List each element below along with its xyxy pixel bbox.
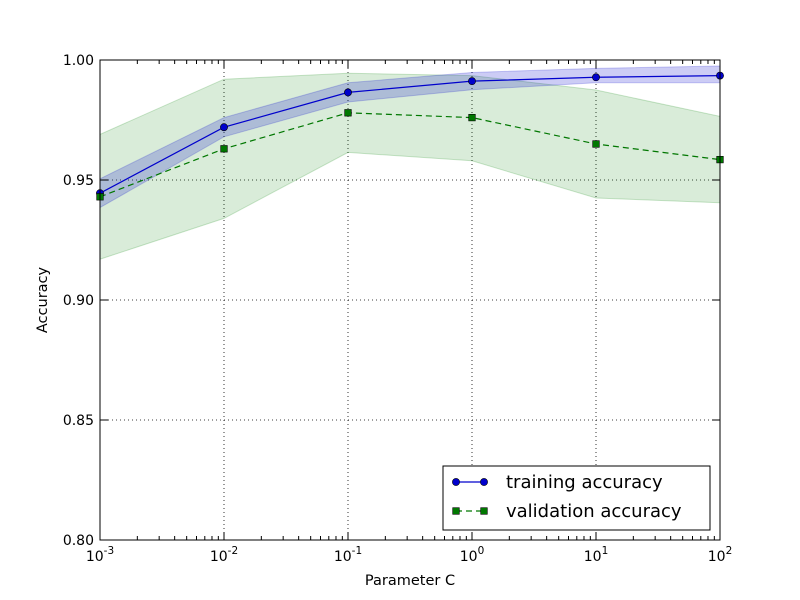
training-accuracy-point <box>220 123 228 132</box>
x-tick-label: 10-1 <box>334 545 362 565</box>
validation-accuracy-point <box>344 109 352 117</box>
x-tick-label: 102 <box>708 545 733 565</box>
training-accuracy-point <box>468 77 476 86</box>
grid-layer <box>100 60 720 540</box>
validation-accuracy-point <box>468 114 476 122</box>
x-axis-title: Parameter C <box>365 573 455 589</box>
y-tick-label: 0.85 <box>63 413 94 429</box>
y-tick-label: 0.80 <box>63 533 94 549</box>
validation-accuracy-point <box>220 145 228 153</box>
legend-box <box>442 465 711 531</box>
training-accuracy-point <box>344 88 352 97</box>
validation-accuracy-point <box>592 140 600 148</box>
x-tick-label: 10-2 <box>210 545 238 565</box>
series-lines <box>100 75 720 198</box>
x-tick-label: 101 <box>584 545 609 565</box>
axis-ticks <box>99 59 721 541</box>
training-accuracy-line <box>100 75 720 194</box>
legend-validation-marker <box>480 507 488 515</box>
x-tick-label: 10-3 <box>86 545 114 565</box>
y-axis-title: Accuracy <box>35 266 51 333</box>
legend-validation-label: validation accuracy <box>506 501 682 522</box>
training-accuracy-band <box>100 65 720 209</box>
tick-labels: 10-3 10-2 10-1 100 101 102 0.80 0.85 0.90 0.95 1.0… <box>63 53 732 565</box>
confidence-bands <box>100 65 720 260</box>
validation-accuracy-band <box>100 72 720 260</box>
y-tick-label: 0.90 <box>63 293 94 309</box>
legend-training-marker <box>452 478 460 486</box>
legend-training-marker <box>480 478 488 486</box>
y-tick-label: 1.00 <box>63 53 94 69</box>
training-accuracy-point <box>592 73 600 82</box>
legend-training-label: training accuracy <box>506 472 663 493</box>
validation-accuracy-line <box>100 112 720 198</box>
y-tick-label: 0.95 <box>63 173 94 189</box>
legend: training accuracy validation accuracy <box>442 465 711 531</box>
legend-validation-marker <box>452 507 460 515</box>
x-tick-label: 100 <box>460 545 485 565</box>
